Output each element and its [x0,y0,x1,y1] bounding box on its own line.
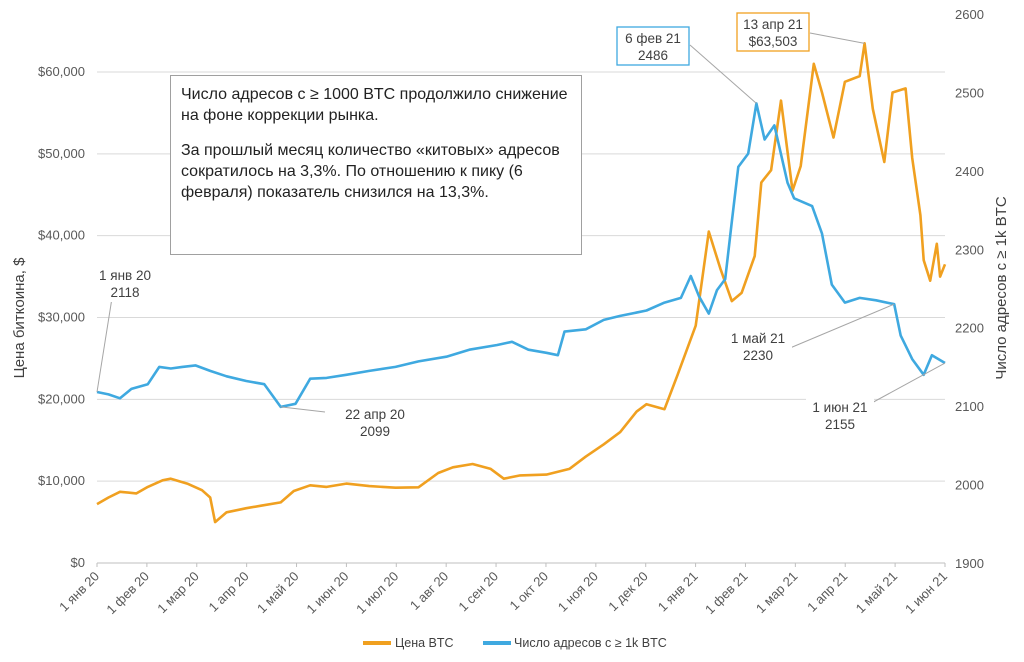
annotation-value: 2099 [360,424,390,439]
x-tick-label: 1 фев 20 [103,569,152,618]
legend: Цена BTC Число адресов с ≥ 1k BTC [363,636,667,650]
x-tick-label: 1 мар 21 [753,569,801,617]
annotation-value: 2155 [825,417,855,432]
x-tick-label: 1 июн 20 [303,569,351,617]
annotation-value: $63,503 [749,34,798,49]
annotation-bg [91,266,159,302]
x-tick-label: 1 апр 20 [206,569,252,615]
annotation-callout: 1 янв 20 2118 [91,266,159,393]
x-tick-label: 1 мар 20 [154,569,202,617]
annotation-box [736,12,810,52]
left-tick-label: $10,000 [38,473,85,488]
annotation-box [616,26,690,66]
annotation-date: 6 фев 21 [625,31,681,46]
annotation-value: 2486 [638,48,668,63]
right-tick-label: 2200 [955,321,984,336]
whale-addresses-line [96,102,946,409]
right-tick-label: 2300 [955,242,984,257]
left-tick-label: $40,000 [38,228,85,243]
right-tick-label: 1900 [955,556,984,571]
x-tick-label: 1 дек 20 [605,569,651,615]
legend-swatch-addresses [483,641,511,645]
x-tick-label: 1 фев 21 [702,569,751,618]
annotation-date: 1 янв 20 [99,268,151,283]
legend-label-addresses: Число адресов с ≥ 1k BTC [514,636,667,650]
x-tick-label: 1 май 20 [254,569,302,617]
annotation-callout: 1 май 21 2230 [724,303,895,365]
x-tick-label: 1 апр 21 [804,569,850,615]
annotation-callout: 13 апр 21 $63,503 [736,12,865,52]
leader-line [809,32,865,44]
right-tick-label: 2400 [955,164,984,179]
annotation-date: 13 апр 21 [743,17,803,32]
left-tick-label: $50,000 [38,146,85,161]
annotation-date: 1 май 21 [731,331,785,346]
x-tick-label: 1 июл 20 [353,569,401,617]
annotation-bg [806,398,874,434]
annotation-callout: 6 фев 21 2486 [616,26,757,104]
legend-swatch-price [363,641,391,645]
leader-line [96,297,113,393]
right-tick-label: 2100 [955,399,984,414]
left-tick-label: $60,000 [38,64,85,79]
left-tick-label: $20,000 [38,391,85,406]
annotation-bg [724,329,792,365]
commentary-line-1: Число адресов с ≥ 1000 BTC продолжило сн… [181,86,568,124]
annotation-date: 1 июн 21 [812,400,867,415]
annotation-value: 2118 [110,285,139,300]
legend-label-price: Цена BTC [395,636,454,650]
x-tick-label: 1 сен 20 [455,569,501,615]
btc-price-line [96,41,947,524]
right-tick-label: 2000 [955,478,984,493]
leader-line [789,303,895,349]
left-tick-label: $0 [71,555,85,570]
x-tick-label: 1 июн 21 [902,569,950,617]
x-tick-label: 1 окт 20 [507,569,552,614]
commentary-box: Число адресов с ≥ 1000 BTC продолжило сн… [170,75,582,255]
annotation-date: 22 апр 20 [345,407,405,422]
x-tick-label: 1 авг 20 [407,569,451,613]
right-tick-label: 2500 [955,85,984,100]
annotation-callout: 1 июн 21 2155 [806,362,946,434]
x-tick-label: 1 ноя 20 [555,569,601,615]
commentary-line-2: За прошлый месяц количество «китовых» ад… [181,142,560,201]
left-tick-label: $30,000 [38,310,85,325]
leader-line [689,44,757,104]
x-tick-label: 1 май 21 [853,569,901,617]
right-axis-label: Число адресов с ≥ 1k BTC [993,196,1010,379]
annotation-value: 2230 [743,348,773,363]
leader-line [867,362,946,406]
annotation-bg [341,405,409,441]
right-tick-label: 2600 [955,7,984,22]
left-axis-label: Цена биткоина, $ [11,257,28,378]
x-tick-label: 1 янв 20 [56,569,102,615]
leader-line [280,406,326,413]
x-tick-label: 1 янв 21 [655,569,701,615]
annotation-callout: 22 апр 20 2099 [280,405,409,441]
